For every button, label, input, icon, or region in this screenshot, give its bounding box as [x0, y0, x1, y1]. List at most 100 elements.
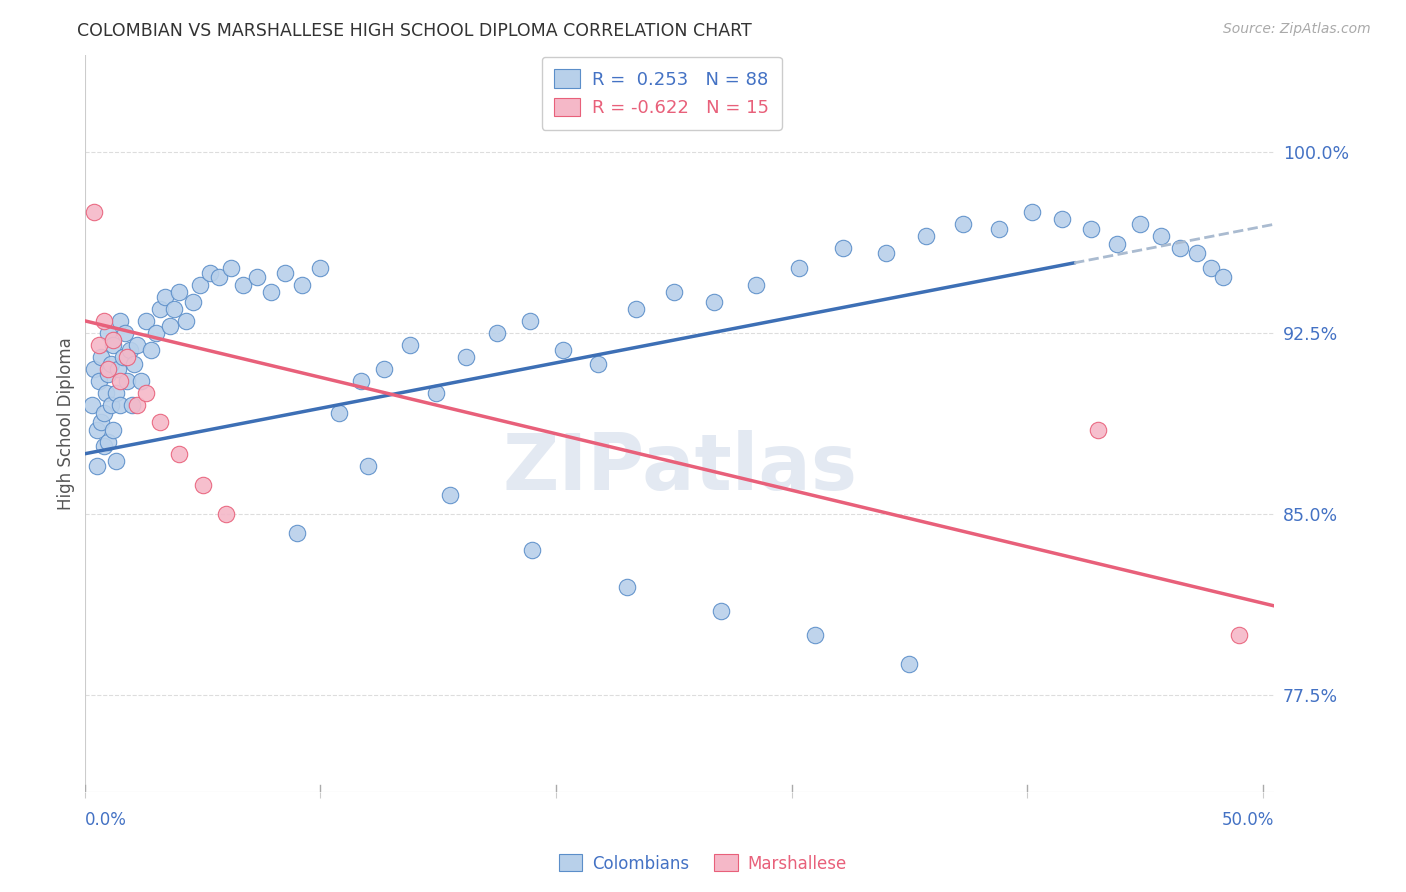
- Point: [373, 362, 395, 376]
- Point: [135, 314, 157, 328]
- Text: COLOMBIAN VS MARSHALLESE HIGH SCHOOL DIPLOMA CORRELATION CHART: COLOMBIAN VS MARSHALLESE HIGH SCHOOL DIP…: [77, 22, 752, 40]
- Point: [328, 406, 350, 420]
- Point: [551, 343, 574, 357]
- Point: [260, 285, 283, 299]
- Legend: Colombians, Marshallese: Colombians, Marshallese: [553, 847, 853, 880]
- Point: [117, 350, 139, 364]
- Point: [93, 440, 115, 454]
- Point: [1185, 246, 1208, 260]
- Point: [117, 374, 139, 388]
- Point: [1080, 222, 1102, 236]
- Point: [285, 526, 308, 541]
- Point: [159, 318, 181, 333]
- Point: [1199, 260, 1222, 275]
- Point: [139, 343, 162, 357]
- Y-axis label: High School Diploma: High School Diploma: [58, 337, 75, 510]
- Point: [149, 415, 172, 429]
- Point: [131, 374, 153, 388]
- Point: [616, 580, 638, 594]
- Point: [110, 374, 132, 388]
- Point: [914, 229, 936, 244]
- Point: [522, 543, 544, 558]
- Point: [787, 260, 810, 275]
- Point: [83, 205, 105, 219]
- Point: [1087, 423, 1109, 437]
- Point: [86, 458, 108, 473]
- Point: [163, 301, 186, 316]
- Point: [215, 507, 238, 521]
- Point: [588, 357, 610, 371]
- Point: [90, 415, 112, 429]
- Point: [167, 285, 190, 299]
- Point: [1212, 270, 1234, 285]
- Point: [153, 290, 176, 304]
- Point: [804, 628, 827, 642]
- Point: [519, 314, 541, 328]
- Point: [486, 326, 509, 340]
- Point: [439, 488, 461, 502]
- Point: [1168, 241, 1191, 255]
- Point: [114, 326, 136, 340]
- Point: [875, 246, 897, 260]
- Point: [107, 362, 129, 376]
- Point: [100, 357, 122, 371]
- Point: [456, 350, 478, 364]
- Point: [103, 338, 125, 352]
- Point: [198, 266, 221, 280]
- Point: [274, 266, 297, 280]
- Text: ZIPatlas: ZIPatlas: [502, 430, 858, 506]
- Point: [1105, 236, 1128, 251]
- Point: [135, 386, 157, 401]
- Text: Source: ZipAtlas.com: Source: ZipAtlas.com: [1223, 22, 1371, 37]
- Text: 50.0%: 50.0%: [1222, 811, 1274, 830]
- Point: [110, 314, 132, 328]
- Point: [219, 260, 242, 275]
- Point: [624, 301, 647, 316]
- Text: 0.0%: 0.0%: [84, 811, 127, 830]
- Point: [149, 301, 172, 316]
- Point: [97, 362, 120, 376]
- Point: [103, 423, 125, 437]
- Legend: R =  0.253   N = 88, R = -0.622   N = 15: R = 0.253 N = 88, R = -0.622 N = 15: [541, 57, 782, 130]
- Point: [191, 478, 214, 492]
- Point: [97, 326, 120, 340]
- Point: [87, 338, 110, 352]
- Point: [1052, 212, 1074, 227]
- Point: [356, 458, 378, 473]
- Point: [80, 399, 103, 413]
- Point: [181, 294, 204, 309]
- Point: [349, 374, 371, 388]
- Point: [125, 338, 148, 352]
- Point: [309, 260, 332, 275]
- Point: [232, 277, 254, 292]
- Point: [104, 454, 127, 468]
- Point: [100, 399, 122, 413]
- Point: [399, 338, 422, 352]
- Point: [103, 333, 125, 347]
- Point: [188, 277, 211, 292]
- Point: [93, 406, 115, 420]
- Point: [710, 604, 733, 618]
- Point: [952, 217, 974, 231]
- Point: [125, 399, 148, 413]
- Point: [987, 222, 1010, 236]
- Point: [86, 423, 108, 437]
- Point: [174, 314, 197, 328]
- Point: [898, 657, 921, 671]
- Point: [87, 374, 110, 388]
- Point: [83, 362, 105, 376]
- Point: [118, 343, 141, 357]
- Point: [110, 399, 132, 413]
- Point: [832, 241, 855, 255]
- Point: [121, 399, 143, 413]
- Point: [246, 270, 269, 285]
- Point: [425, 386, 447, 401]
- Point: [104, 386, 127, 401]
- Point: [1129, 217, 1152, 231]
- Point: [97, 434, 120, 449]
- Point: [662, 285, 685, 299]
- Point: [208, 270, 231, 285]
- Point: [745, 277, 768, 292]
- Point: [145, 326, 167, 340]
- Point: [1227, 628, 1250, 642]
